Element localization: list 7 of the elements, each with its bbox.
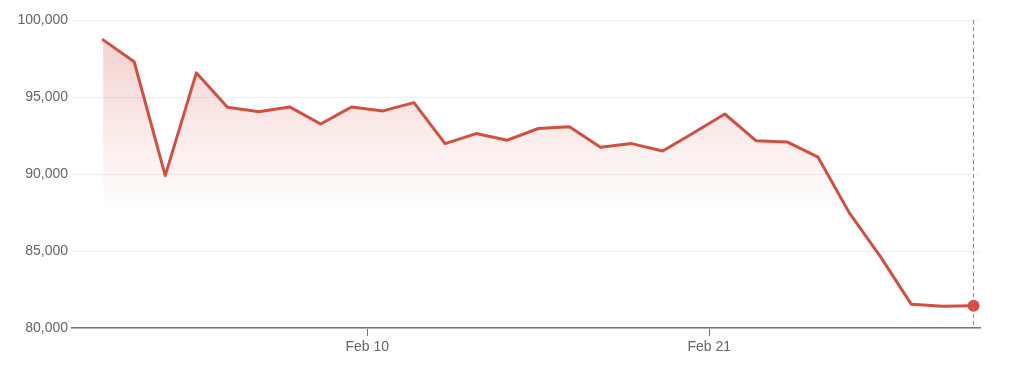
- x-tick-label: Feb 21: [687, 338, 732, 355]
- y-tick-label: 90,000: [25, 164, 69, 181]
- y-tick-label: 95,000: [25, 87, 69, 104]
- x-tick-label: Feb 10: [345, 338, 390, 355]
- y-tick-label: 85,000: [25, 242, 69, 259]
- y-tick-label: 100,000: [17, 10, 69, 27]
- y-tick-label: 80,000: [25, 319, 69, 336]
